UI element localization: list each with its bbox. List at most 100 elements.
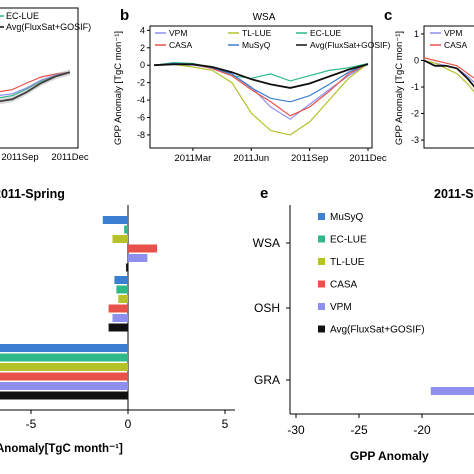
panel-d-bar: [112, 235, 128, 243]
panel-b-y-axis-label: GPP Anomaly [TgC mon⁻¹]: [113, 31, 124, 145]
panel-e-categories: WSA OSH GRA: [253, 236, 290, 387]
panel-a-series-line: [0, 71, 71, 96]
panel-b-series-line: [153, 62, 369, 117]
panel-d-x-axis-label: Anomaly[TgC month⁻¹]: [0, 443, 123, 455]
panel-d-bar: [112, 314, 128, 322]
panel-b-legend-label: EC-LUE: [310, 28, 342, 38]
panel-b-legend-label: TL-LUE: [242, 28, 272, 38]
panel-d-bar: [128, 254, 148, 262]
panel-e-bar: [430, 387, 474, 395]
panel-a-uncertainty-band: [0, 69, 70, 105]
panel-e-letter: e: [260, 185, 268, 202]
panel-b-x-tick-label: 2011Jun: [233, 153, 269, 164]
panel-e-x-tick-label: -30: [287, 423, 305, 437]
panel-c-series-line: [423, 59, 474, 93]
panel-b-x-tick-label: 2011Mar: [175, 153, 212, 164]
panel-c-axes: 1 0 -1 -2 -3: [411, 29, 424, 145]
panel-e-legend-swatch: [318, 258, 325, 265]
panel-e: e 2011-S WSA OSH GRA MuSyQ EC-LUE TL-LUE CASA…: [253, 185, 474, 463]
panel-e-legend-label: EC-LUE: [330, 235, 367, 246]
panel-b-legend-label: Avg(FluxSat+GOSIF): [310, 40, 391, 50]
panel-d-x-ticks: -5 0 5: [26, 410, 229, 431]
panel-d-x-tick-label: -5: [26, 417, 37, 431]
panel-d-bar: [116, 285, 128, 294]
panel-a-x-ticks: 2011Sep 2011Dec: [1, 152, 89, 163]
panel-e-x-tick-label: -25: [350, 423, 368, 437]
panel-e-category-label: GRA: [254, 373, 280, 387]
panel-d-bar: [128, 244, 158, 253]
panel-c-y-tick-label: -1: [411, 82, 419, 92]
panel-c-lines: [423, 57, 474, 93]
panel-e-x-axis-label: GPP Anomaly: [350, 449, 429, 463]
panel-b-y-tick-label: -6: [137, 113, 145, 123]
panel-c-y-tick-label: -3: [411, 135, 419, 145]
panel-e-x-ticks: -30 -25 -20: [287, 414, 431, 437]
panel-b-x-tick-label: 2011Dec: [349, 153, 387, 164]
panel-b-letter: b: [120, 7, 129, 24]
panel-a-frame: [0, 7, 79, 149]
panel-b: b WSA GPP Anomaly [TgC mon⁻¹] -8 -6 -4 -2 0 2…: [113, 7, 391, 164]
panel-d-bars: [0, 205, 158, 410]
panel-a-legend-label: EC-LUE: [6, 11, 39, 21]
panel-e-legend-swatch: [318, 213, 325, 220]
panel-b-legend: VPM TL-LUE EC-LUE CASA MuSyQ Avg(FluxSat+GOSI…: [155, 28, 391, 50]
panel-d-bar: [0, 344, 128, 352]
panel-d-bar: [114, 276, 128, 284]
panel-b-y-tick-label: -8: [137, 130, 145, 140]
panel-d-bar: [118, 295, 128, 303]
panel-b-series-line: [153, 61, 369, 82]
panel-e-legend-swatch: [318, 303, 325, 310]
panel-c: c GPP Anomaly [TgC mon⁻¹] 1 0 -1 -2 -3 VPM CA…: [384, 7, 474, 149]
panel-e-legend-label: TL-LUE: [330, 257, 365, 268]
panel-c-legend: VPM CASA: [430, 28, 467, 50]
panel-b-series-line: [153, 63, 369, 136]
panel-b-series-line: [153, 62, 369, 120]
panel-c-y-tick-label: -2: [411, 109, 419, 119]
panel-e-legend-label: MuSyQ: [330, 212, 364, 223]
panel-d-bar: [108, 323, 128, 332]
panel-d-bar: [102, 216, 128, 224]
panel-b-y-tick-label: 0: [140, 60, 145, 70]
panel-e-title: 2011-S: [434, 187, 474, 201]
panel-b-y-tick-label: -4: [137, 95, 145, 105]
panel-b-y-tick-label: 2: [140, 43, 145, 53]
panel-e-category-label: WSA: [253, 236, 280, 250]
panel-d-title: 2011-Spring: [0, 187, 65, 201]
panel-a-legend-label: Avg(FluxSat+GOSIF): [6, 22, 91, 32]
panel-b-y-tick-label: -2: [137, 78, 145, 88]
panel-e-bars: [430, 387, 474, 395]
panel-d-x-tick-label: 0: [125, 417, 132, 431]
panel-b-legend-label: MuSyQ: [242, 40, 271, 50]
panel-b-series-line: [153, 63, 369, 89]
panel-e-category-label: OSH: [254, 301, 280, 315]
panel-e-legend-swatch: [318, 325, 325, 333]
panel-d-x-tick-label: 5: [222, 417, 229, 431]
panel-c-legend-label: VPM: [444, 28, 462, 38]
panel-c-series-line: [423, 59, 474, 88]
panel-d-bar: [0, 382, 128, 390]
panel-a-x-tick-label: 2011Dec: [51, 152, 89, 163]
panel-b-lines: [153, 61, 369, 136]
panel-d-bar: [0, 372, 128, 381]
panel-d-bar: [0, 353, 128, 362]
panel-e-legend-swatch: [318, 235, 325, 243]
panel-b-legend-label: VPM: [169, 28, 187, 38]
panel-c-series-line: [423, 57, 474, 79]
panel-a-series-line: [0, 71, 71, 103]
panel-e-legend: MuSyQ EC-LUE TL-LUE CASA VPM Avg(FluxSat+GOSI…: [318, 212, 425, 336]
panel-b-x-tick-label: 2011Sep: [291, 153, 328, 164]
panel-e-legend-label: CASA: [330, 280, 358, 291]
panel-a-x-tick-label: 2011Sep: [1, 152, 38, 163]
panel-d-bar: [108, 304, 128, 313]
panel-b-axes: -8 -6 -4 -2 0 2 4 2011Mar 2011Jun 2011Sep 2011Dec: [137, 25, 387, 164]
panel-b-legend-label: CASA: [169, 40, 192, 50]
panel-a-series-line: [0, 71, 71, 93]
panel-e-legend-swatch: [318, 280, 325, 288]
panel-c-y-axis-label: GPP Anomaly [TgC mon⁻¹]: [394, 31, 405, 145]
panel-d: 2011-Spring -5 0 5 Anomaly[TgC month⁻¹]: [0, 187, 235, 455]
panel-d-bar: [126, 263, 128, 272]
panel-c-y-tick-label: 1: [414, 29, 419, 39]
panel-b-frame: [149, 25, 373, 149]
